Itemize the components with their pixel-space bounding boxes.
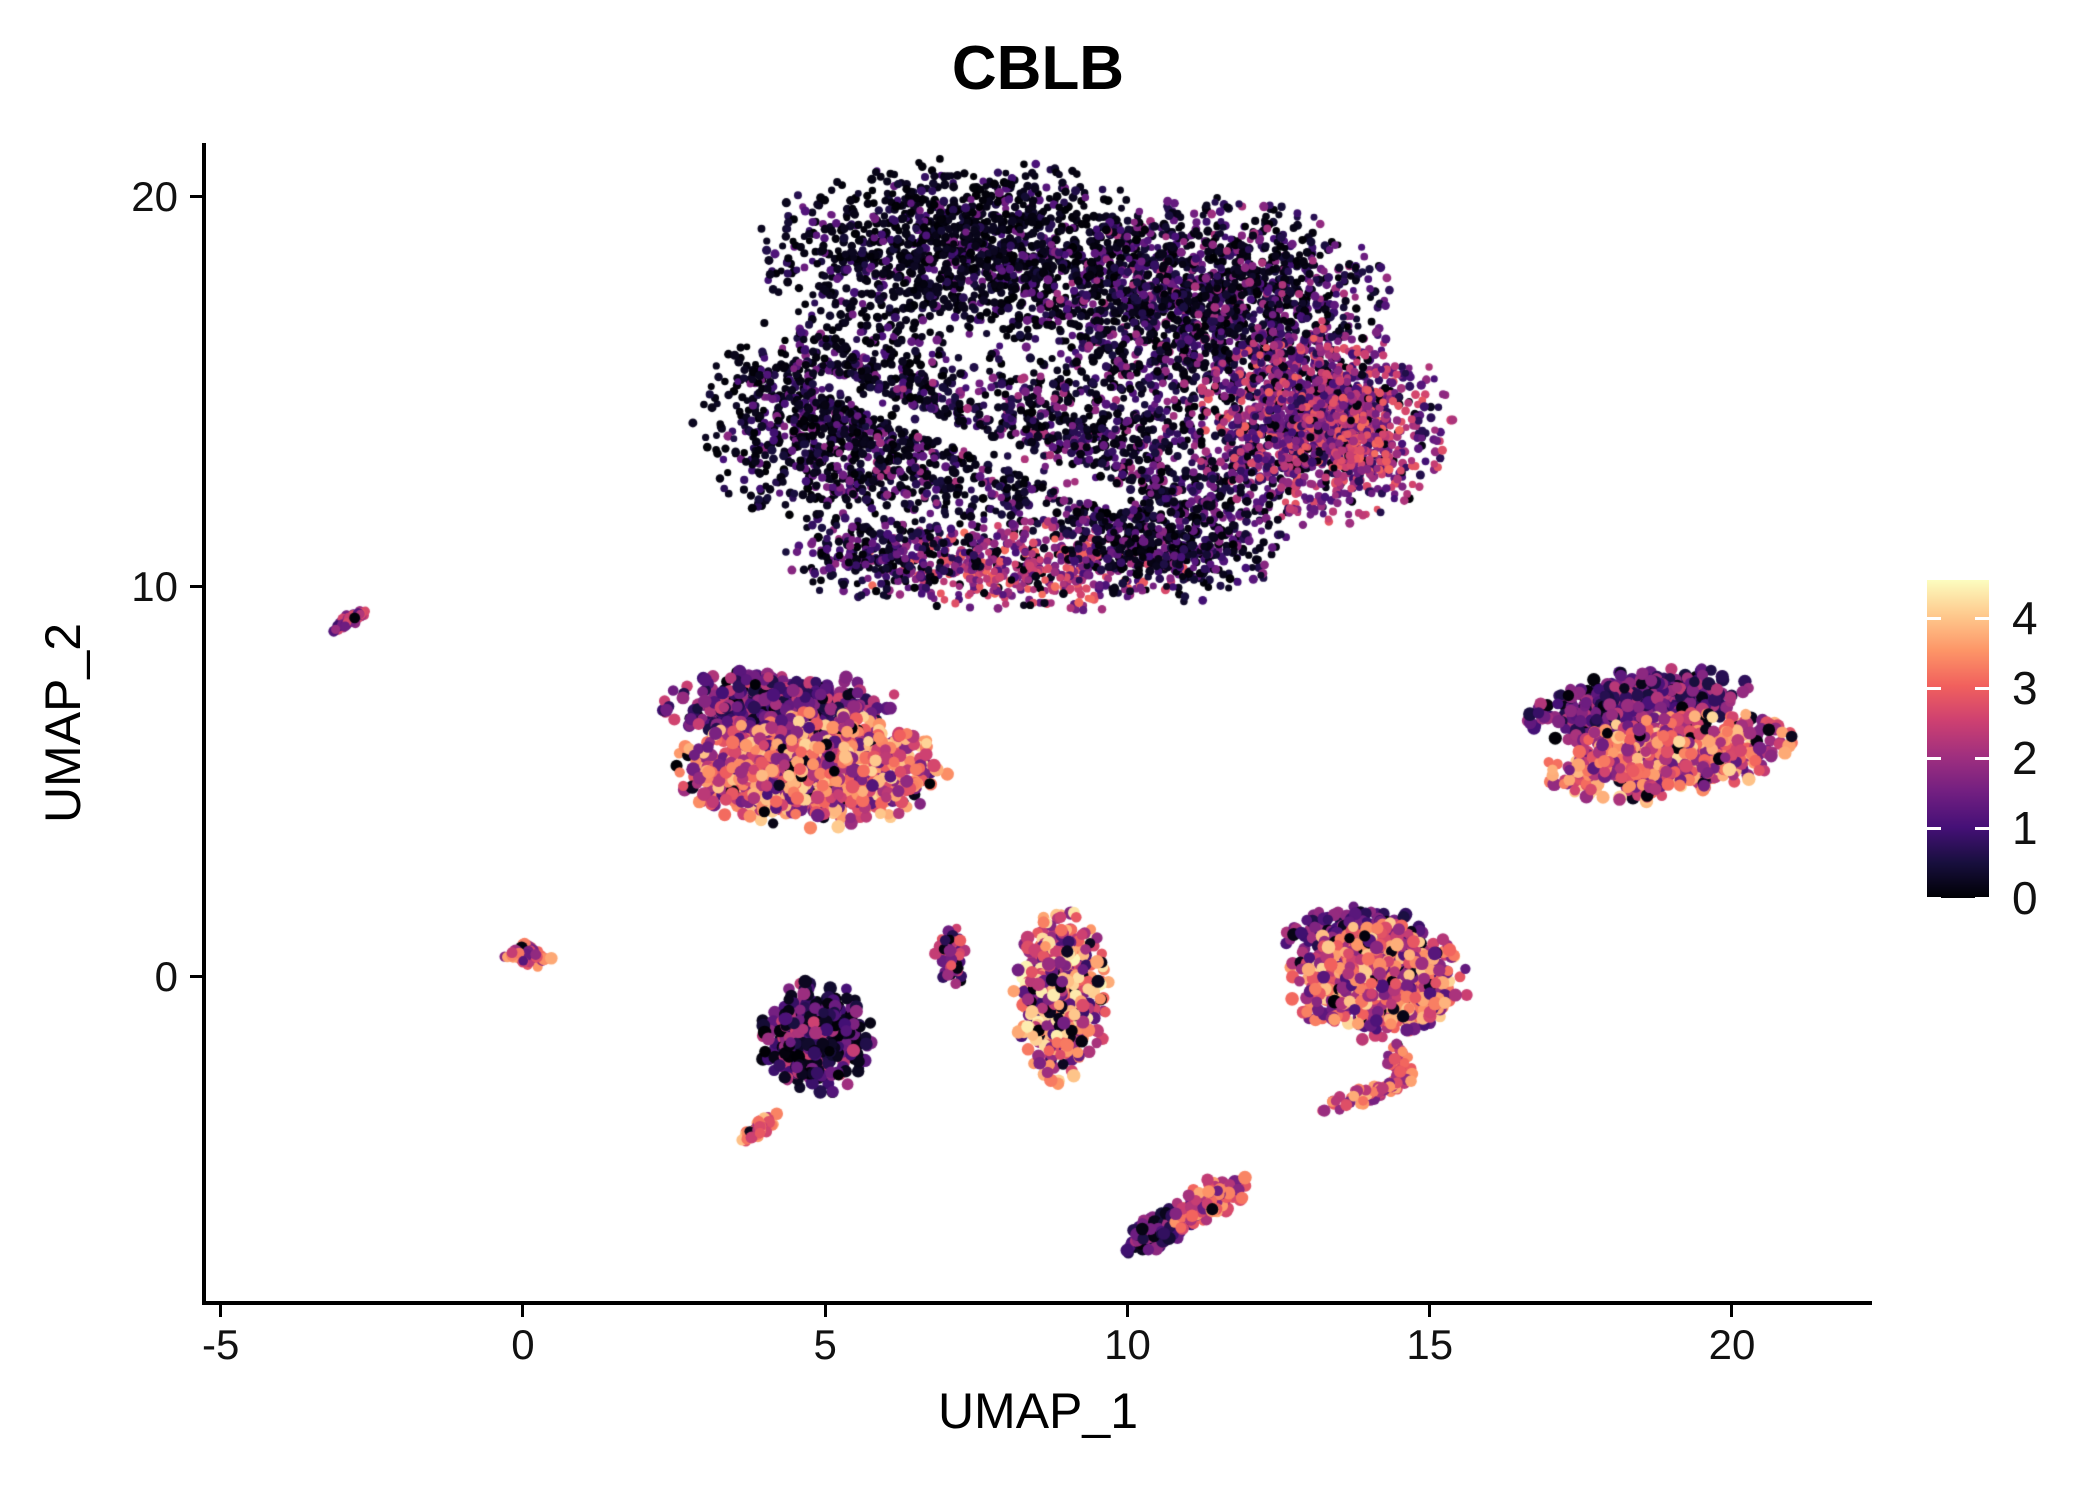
x-tick-mark	[219, 1305, 223, 1317]
y-tick-mark	[190, 975, 202, 979]
x-axis-label: UMAP_1	[937, 1383, 1139, 1439]
x-tick-mark	[1428, 1305, 1432, 1317]
umap-scatter-canvas	[205, 143, 1871, 1303]
x-axis-line	[202, 1301, 1872, 1305]
colorbar-tick-notch	[1927, 896, 1941, 900]
colorbar-gradient	[1927, 580, 1989, 898]
colorbar-tick-label-0: 0	[2012, 872, 2038, 924]
colorbar-tick-label-2: 2	[2012, 732, 2038, 785]
colorbar-tick-label-1: 1	[2012, 802, 2038, 855]
colorbar-tick-notch	[1975, 826, 1989, 830]
colorbar-tick-notch	[1975, 896, 1989, 900]
x-tick-label-3: 10	[1104, 1321, 1151, 1368]
x-tick-mark	[823, 1305, 827, 1317]
x-tick-label-1: 0	[511, 1321, 535, 1368]
y-tick-label-1: 10	[131, 562, 178, 610]
colorbar-tick-notch	[1927, 686, 1941, 690]
colorbar-tick-notch	[1975, 686, 1989, 690]
plot-title: CBLB	[951, 34, 1125, 103]
x-tick-label-2: 5	[813, 1321, 837, 1368]
colorbar-tick-notch	[1975, 616, 1989, 620]
x-tick-mark	[1730, 1305, 1734, 1317]
colorbar-tick-notch	[1975, 756, 1989, 760]
colorbar-tick-notch	[1927, 616, 1941, 620]
y-tick-mark	[190, 585, 202, 589]
y-tick-label-2: 20	[131, 172, 178, 220]
x-tick-label-5: 20	[1708, 1321, 1756, 1368]
x-tick-label-0: -5	[202, 1321, 240, 1368]
colorbar-tick-notch	[1927, 756, 1941, 760]
x-tick-mark	[1125, 1305, 1129, 1317]
colorbar-tick-label-3: 3	[2012, 662, 2038, 715]
plot-panel	[205, 143, 1871, 1303]
colorbar-tick-label-4: 4	[2012, 592, 2038, 645]
y-axis-line	[202, 143, 206, 1305]
x-tick-mark	[521, 1305, 525, 1317]
y-tick-label-0: 0	[154, 952, 178, 1000]
x-tick-label-4: 15	[1406, 1321, 1454, 1368]
y-tick-mark	[190, 195, 202, 199]
colorbar-tick-notch	[1927, 826, 1941, 830]
